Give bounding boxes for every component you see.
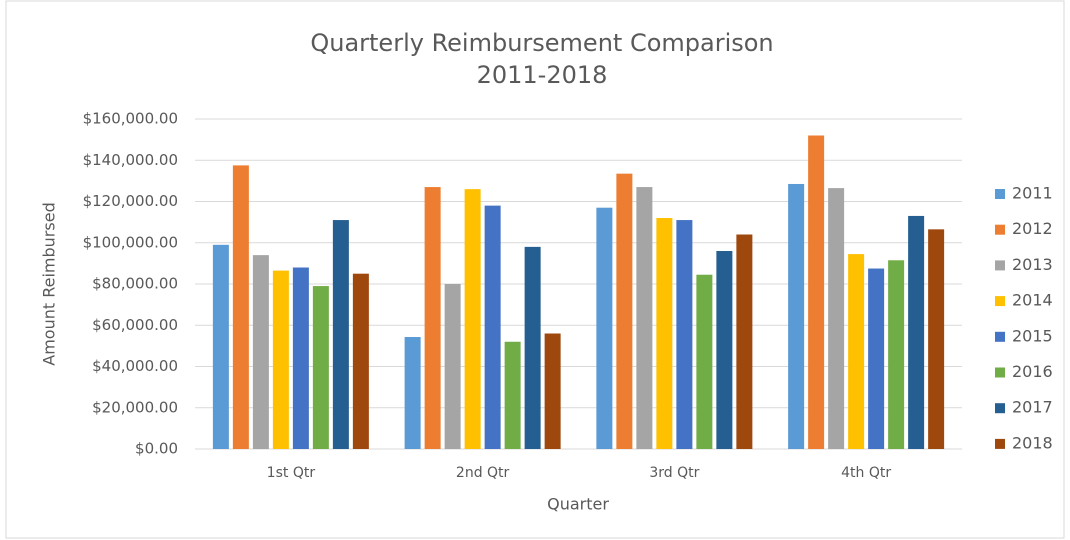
bar [332, 220, 349, 449]
legend-swatch [995, 438, 1005, 449]
bar [616, 173, 633, 449]
legend-label: 2015 [1012, 326, 1053, 345]
bar [312, 286, 329, 449]
x-tick-label: 3rd Qtr [649, 465, 699, 481]
y-tick-label: $60,000.00 [92, 316, 178, 334]
legend-label: 2013 [1012, 255, 1053, 274]
legend-label: 2017 [1012, 398, 1053, 417]
bar [352, 273, 369, 449]
bar [828, 188, 845, 449]
y-tick-label: $140,000.00 [83, 151, 178, 169]
y-tick-label: $20,000.00 [92, 398, 178, 416]
bar [524, 246, 541, 449]
legend-label: 2014 [1012, 291, 1053, 310]
bar [808, 135, 825, 449]
y-tick-label: $0.00 [135, 440, 178, 458]
bar [232, 165, 249, 449]
legend-swatch [995, 367, 1005, 378]
bar [292, 267, 309, 449]
x-axis-label: Quarter [547, 495, 609, 514]
bar [404, 337, 421, 449]
y-tick-label: $100,000.00 [83, 233, 178, 251]
bar [928, 229, 945, 449]
legend-label: 2011 [1012, 184, 1053, 203]
y-tick-label: $80,000.00 [92, 275, 178, 293]
bar [424, 187, 441, 449]
bar [596, 207, 613, 449]
chart-subtitle: 2011-2018 [477, 61, 608, 89]
bar [272, 270, 289, 449]
legend-swatch [995, 296, 1005, 307]
bar [656, 218, 673, 449]
x-tick-label: 1st Qtr [267, 465, 316, 481]
bar [696, 274, 713, 449]
y-tick-label: $40,000.00 [92, 357, 178, 375]
bar [736, 234, 753, 449]
legend-label: 2018 [1012, 433, 1053, 452]
y-tick-label: $120,000.00 [83, 192, 178, 210]
bar [848, 254, 865, 449]
legend-label: 2012 [1012, 219, 1053, 238]
bar [484, 205, 501, 449]
bar [504, 341, 521, 449]
bar [636, 187, 653, 449]
bar [908, 215, 925, 449]
legend-swatch [995, 260, 1005, 271]
legend-swatch [995, 224, 1005, 235]
bar [788, 183, 805, 449]
legend-swatch [995, 331, 1005, 342]
bar [444, 284, 461, 449]
bar [464, 189, 481, 449]
x-tick-label: 4th Qtr [841, 465, 891, 481]
bar [716, 251, 733, 449]
x-tick-label: 2nd Qtr [456, 465, 510, 481]
legend-swatch [995, 189, 1005, 199]
y-tick-label: $160,000.00 [83, 110, 178, 128]
bar [868, 268, 885, 449]
bar [888, 260, 905, 449]
y-axis-label: Amount Reimbursed [40, 202, 59, 365]
bar [544, 333, 561, 449]
legend-swatch [995, 403, 1005, 414]
bar [676, 220, 693, 449]
bar [252, 255, 269, 449]
legend-label: 2016 [1012, 362, 1053, 381]
chart-title: Quarterly Reimbursement Comparison [310, 29, 773, 57]
bar [212, 244, 229, 449]
